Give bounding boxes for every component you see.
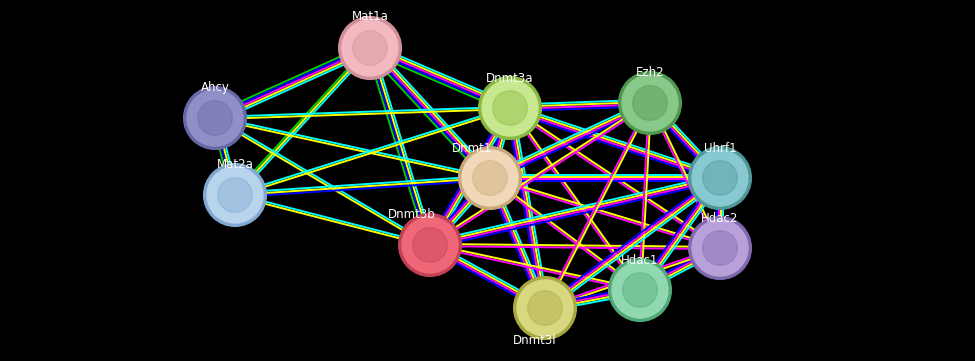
Circle shape [619,71,682,134]
Circle shape [353,31,387,65]
Text: Ezh2: Ezh2 [636,66,664,79]
Circle shape [527,291,563,325]
Circle shape [462,150,518,206]
Circle shape [703,161,737,195]
Text: Hdac2: Hdac2 [701,212,739,225]
Circle shape [623,273,657,307]
Circle shape [688,217,752,279]
Text: Mat1a: Mat1a [352,9,388,22]
Circle shape [473,161,507,195]
Circle shape [688,147,752,209]
Circle shape [514,277,576,339]
Circle shape [633,86,667,120]
Circle shape [342,20,398,76]
Circle shape [338,17,402,79]
Text: Dnmt3a: Dnmt3a [487,71,533,84]
Text: Dnmt3l: Dnmt3l [513,334,557,347]
Text: Mat2a: Mat2a [216,158,254,171]
Circle shape [703,231,737,265]
Text: Hdac1: Hdac1 [621,253,659,266]
Circle shape [608,258,672,321]
Circle shape [622,75,678,131]
Circle shape [198,101,232,135]
Circle shape [492,91,527,125]
Circle shape [458,147,522,209]
Circle shape [479,77,541,139]
Circle shape [612,262,668,318]
Circle shape [692,150,748,206]
Circle shape [402,217,458,273]
Circle shape [517,280,573,336]
Circle shape [187,90,243,146]
Circle shape [207,167,263,223]
Text: Dnmt1: Dnmt1 [451,142,492,155]
Circle shape [412,228,448,262]
Circle shape [692,220,748,276]
Circle shape [399,214,461,277]
Circle shape [183,87,247,149]
Circle shape [482,80,538,136]
Text: Dnmt3b: Dnmt3b [388,209,436,222]
Circle shape [204,164,266,226]
Text: Uhrf1: Uhrf1 [704,142,736,155]
Circle shape [217,178,253,212]
Text: Ahcy: Ahcy [201,82,229,95]
